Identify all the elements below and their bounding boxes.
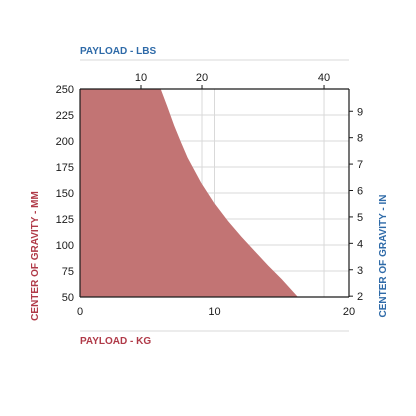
y-tick-label-in: 7 xyxy=(357,159,363,171)
x-primary-axis-label: PAYLOAD - KG xyxy=(80,336,151,347)
x-secondary-axis-label: PAYLOAD - LBS xyxy=(80,46,156,57)
y-tick-label-mm: 225 xyxy=(56,110,74,122)
y-tick-label-in: 9 xyxy=(357,106,363,118)
x-tick-label-lbs: 40 xyxy=(318,72,330,84)
y-primary-axis-label: CENTER OF GRAVITY - MM xyxy=(30,191,41,321)
payload-area xyxy=(80,89,298,297)
x-tick-label-lbs: 20 xyxy=(196,72,208,84)
y-tick-label-in: 3 xyxy=(357,265,363,277)
y-secondary-axis-label: CENTER OF GRAVITY - IN xyxy=(378,195,389,318)
y-tick-label-in: 2 xyxy=(357,291,363,303)
y-tick-label-mm: 175 xyxy=(56,162,74,174)
y-tick-label-mm: 100 xyxy=(56,240,74,252)
tick-labels: 50 75 100 125 150 175 200 225 250 0 10 20 10 20 40 2 3 4 5… xyxy=(56,72,363,318)
y-tick-label-mm: 150 xyxy=(56,188,74,200)
y-tick-label-mm: 200 xyxy=(56,136,74,148)
x-tick-label-kg: 10 xyxy=(208,306,220,318)
axes xyxy=(79,59,350,332)
y-tick-label-in: 5 xyxy=(357,212,363,224)
x-tick-label-lbs: 10 xyxy=(135,72,147,84)
y-tick-label-in: 4 xyxy=(357,238,363,250)
y-tick-label-in: 8 xyxy=(357,133,363,145)
y-tick-label-mm: 75 xyxy=(62,266,74,278)
x-tick-label-kg: 20 xyxy=(343,306,355,318)
y-tick-label-mm: 50 xyxy=(62,292,74,304)
y-tick-label-mm: 125 xyxy=(56,214,74,226)
y-tick-label-mm: 250 xyxy=(56,84,74,96)
x-tick-label-kg: 0 xyxy=(77,306,83,318)
y-tick-label-in: 6 xyxy=(357,186,363,198)
